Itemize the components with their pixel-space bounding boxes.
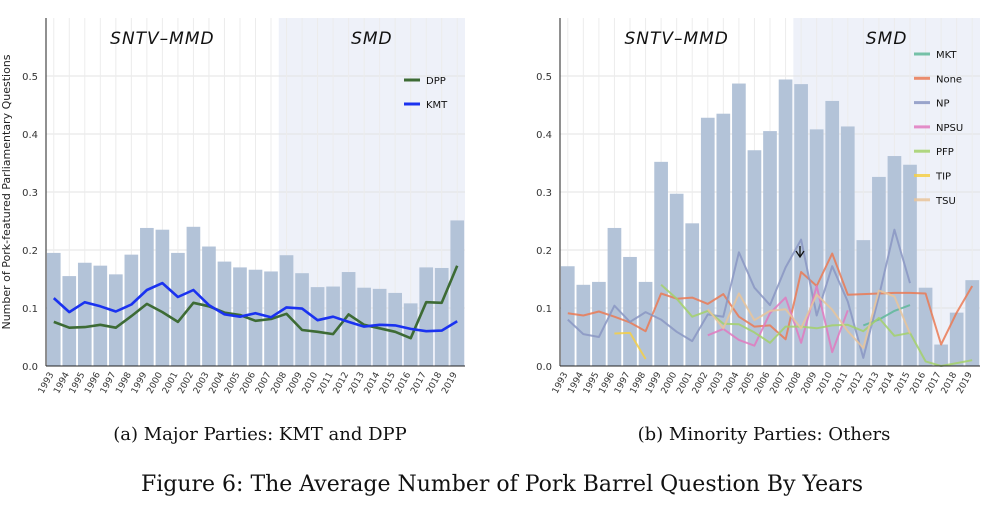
bar [310,287,325,366]
series-line-npsu [707,285,849,354]
bar [825,100,840,366]
bar [450,220,465,366]
y-tick-label: 0.2 [22,246,38,257]
y-tick-label: 0.3 [22,188,38,199]
chart-b: 0.0 0.1 0.2 0.3 0.4 0.5 1993 1994 1995 1996 1997 19… [536,18,980,396]
legend-label-none: None [936,74,962,85]
y-tick-label: 0.2 [536,246,552,257]
bar [638,281,653,366]
region-label: SMD [866,29,908,49]
bar [592,281,606,366]
bar [77,262,92,366]
bar [747,150,762,366]
bar [109,274,123,366]
y-tick-label: 0.0 [536,362,552,373]
y-tick-label: 0.4 [536,130,552,141]
bar [794,84,808,367]
bar [763,131,777,366]
figure-caption: Figure 6: The Average Number of Pork Bar… [140,472,864,497]
bar [809,129,824,366]
bar [46,252,61,366]
bar [295,273,309,366]
bar [341,272,356,366]
legend-label-tip: TIP [935,172,951,183]
region-label: SMD [351,29,393,49]
chart-b-plot: 0.00.10.20.30.40.51993199419951996199719… [536,18,980,396]
bar [607,227,622,366]
subfigure-caption-a: (a) Major Parties: KMT and DPP [113,424,407,445]
series-line-np [567,228,911,359]
bar [186,226,201,366]
bar [62,276,77,366]
series-line-none [567,252,974,346]
bar [560,266,575,366]
bar [155,229,170,366]
bar [419,267,434,366]
y-tick-label: 0.5 [22,72,38,83]
bar [93,265,108,366]
subfigure-caption-b: (b) Minority Parties: Others [637,424,891,445]
bar [576,284,591,366]
y-tick-label: 0.3 [536,188,552,199]
bar [248,269,263,366]
chart-a-plot: 0.00.10.20.30.40.51993199419951996199719… [0,18,465,396]
series-line-tip [614,331,647,360]
legend-label-npsu: NPSU [936,123,963,134]
legend-label-np: NP [936,99,950,110]
series-line-dpp [53,265,459,340]
y-tick-label: 0.5 [536,72,552,83]
bar [669,193,684,366]
bar [654,161,668,366]
bar [171,252,185,366]
legend-label-tsu: TSU [935,196,956,207]
bar [903,164,917,366]
y-tick-label: 0.1 [22,304,38,315]
bar [700,117,715,366]
y-tick-label: 0.0 [22,362,38,373]
y-tick-label: 0.1 [536,304,552,315]
bar [403,303,418,366]
x-tick-label: 2019 [955,370,975,395]
region-label: SNTV–MMD [110,29,214,49]
bar [934,344,948,366]
bar [388,292,402,366]
bar [949,312,964,366]
bar [140,227,154,366]
y-axis-label: Number of Pork-featured Parliamentary Qu… [0,54,13,329]
arrow-marker-icon [795,246,805,259]
bar [778,79,793,366]
bar [732,83,746,366]
legend-label-pfp: PFP [936,147,954,158]
bar [326,286,340,366]
series-line-kmt [52,281,458,333]
bar [623,256,637,366]
bar [279,255,294,366]
legend-label-mkt: MKT [936,50,957,61]
legend-label-kmt: KMT [426,100,448,111]
bar [840,126,855,367]
chart-a: 0.0 0.1 0.2 0.3 0.4 0.5 1993 1994 1995 1996 1997 19… [0,18,465,396]
series-line-tsu [707,289,911,349]
y-tick-label: 0.4 [22,130,38,141]
bar [965,280,980,366]
bar [685,223,700,366]
legend-label-dpp: DPP [426,76,446,87]
bar [124,254,139,366]
region-label: SNTV–MMD [624,29,728,49]
